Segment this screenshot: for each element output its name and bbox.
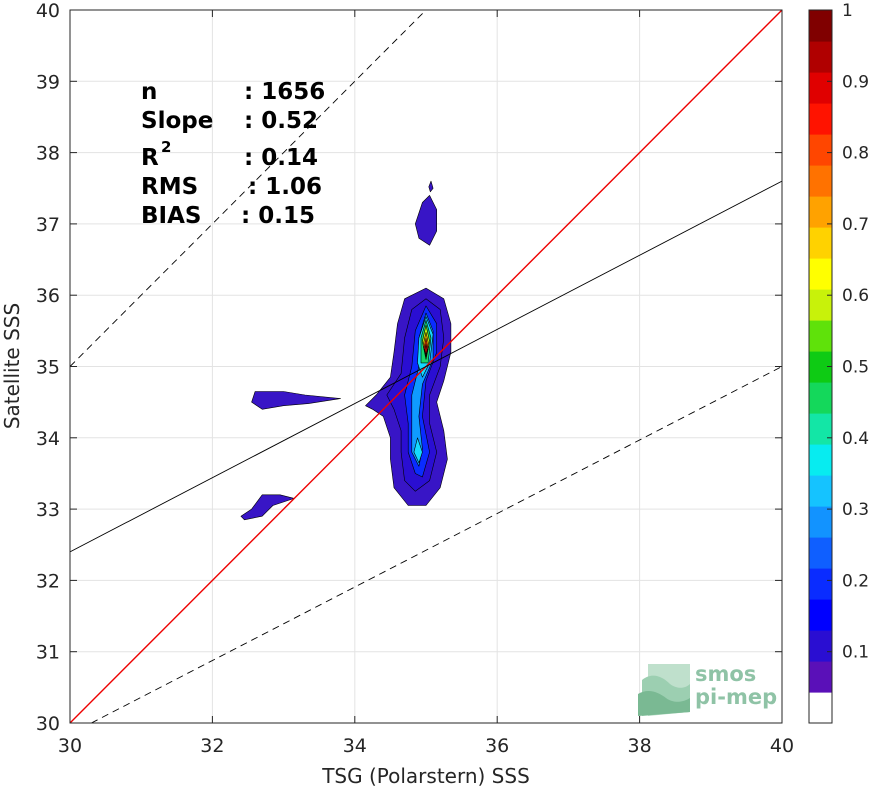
colorbar-segment xyxy=(809,41,832,73)
colorbar-segment xyxy=(809,103,832,135)
colorbar: 0.1 0.2 0.3 0.4 0.5 0.6 0.7 0.8 0.9 1 xyxy=(808,1,869,724)
colorbar-segment xyxy=(809,382,832,414)
logo-line1: smos xyxy=(695,662,756,686)
colorbar-segment xyxy=(809,413,832,445)
stat-r2-value: : 0.14 xyxy=(244,145,318,171)
colorbar-segment xyxy=(809,72,832,104)
colorbar-segment xyxy=(809,661,832,693)
colorbar-tick-label: 0.8 xyxy=(842,144,869,164)
y-tick-label: 33 xyxy=(36,499,60,521)
colorbar-segment xyxy=(809,444,832,476)
y-tick-label: 30 xyxy=(36,713,60,735)
colorbar-segments xyxy=(809,10,832,724)
lower-bound-line xyxy=(91,366,782,723)
fit-line xyxy=(70,180,782,553)
colorbar-segment xyxy=(809,506,832,538)
y-tick-label: 39 xyxy=(36,71,60,93)
colorbar-segment xyxy=(809,10,832,42)
contour-level-0.05 xyxy=(251,391,341,410)
colorbar-segment xyxy=(809,196,832,228)
colorbar-ticks: 0.1 0.2 0.3 0.4 0.5 0.6 0.7 0.8 0.9 1 xyxy=(827,1,869,663)
x-tick-label: 34 xyxy=(343,735,367,757)
colorbar-segment xyxy=(809,258,832,290)
x-tick-label: 32 xyxy=(200,735,224,757)
x-axis-title: TSG (Polarstern) SSS xyxy=(321,764,530,788)
stat-rms-label: RMS xyxy=(141,174,198,200)
x-tick-label: 38 xyxy=(628,735,652,757)
colorbar-tick-label: 1 xyxy=(842,1,853,21)
reference-lines xyxy=(70,10,782,723)
colorbar-tick-label: 0.9 xyxy=(842,72,869,92)
y-tick-label: 32 xyxy=(36,570,60,592)
contour-level-0.05 xyxy=(240,494,295,521)
colorbar-segment xyxy=(809,568,832,600)
x-tick-label: 30 xyxy=(58,735,82,757)
colorbar-tick-label: 0.6 xyxy=(842,286,869,306)
x-tick-label: 36 xyxy=(485,735,509,757)
statistics-box: n : 1656 Slope : 0.52 R 2 : 0.14 RMS : 1… xyxy=(141,79,325,229)
x-axis: 30 32 34 36 38 40 xyxy=(58,10,794,757)
colorbar-segment xyxy=(809,289,832,321)
contour-level-0.05 xyxy=(428,180,434,193)
colorbar-segment xyxy=(809,134,832,166)
y-tick-label: 37 xyxy=(36,214,60,236)
colorbar-tick-label: 0.2 xyxy=(842,571,869,591)
y-axis-title: Satellite SSS xyxy=(0,303,24,429)
stat-n-label: n xyxy=(141,79,157,105)
y-tick-label: 35 xyxy=(36,357,60,379)
stat-slope-value: : 0.52 xyxy=(244,108,318,134)
colorbar-segment xyxy=(809,475,832,507)
contour-level-0.4 xyxy=(413,437,423,464)
contour-level-0.05 xyxy=(414,195,438,246)
colorbar-tick-label: 0.1 xyxy=(842,643,869,663)
stat-bias-label: BIAS xyxy=(141,203,201,229)
y-axis: 30 31 32 33 34 35 36 37 38 39 40 xyxy=(36,0,782,735)
colorbar-tick-label: 0.7 xyxy=(842,215,869,235)
y-tick-label: 40 xyxy=(36,0,60,22)
stat-r2-superscript: 2 xyxy=(161,138,171,156)
smos-pi-mep-logo: smos pi-mep xyxy=(638,662,777,716)
colorbar-segment xyxy=(809,227,832,259)
colorbar-segment xyxy=(809,692,832,724)
colorbar-tick-label: 0.3 xyxy=(842,500,869,520)
x-tick-label: 40 xyxy=(770,735,794,757)
colorbar-segment xyxy=(809,599,832,631)
colorbar-segment xyxy=(809,165,832,197)
stat-r2-label: R xyxy=(141,145,159,171)
logo-line2: pi-mep xyxy=(695,685,777,709)
y-tick-label: 36 xyxy=(36,285,60,307)
stat-bias-value: : 0.15 xyxy=(241,203,315,229)
colorbar-segment xyxy=(809,320,832,352)
stat-n-value: : 1656 xyxy=(244,79,325,105)
logo-waves-icon xyxy=(638,664,690,716)
colorbar-tick-label: 0.5 xyxy=(842,358,869,378)
y-tick-label: 38 xyxy=(36,143,60,165)
colorbar-tick-label: 0.4 xyxy=(842,429,869,449)
contour-fill xyxy=(240,180,452,521)
colorbar-segment xyxy=(809,537,832,569)
colorbar-segment xyxy=(809,630,832,662)
colorbar-segment xyxy=(809,351,832,383)
y-tick-label: 34 xyxy=(36,428,60,450)
stat-slope-label: Slope xyxy=(141,108,213,134)
y-tick-label: 31 xyxy=(36,642,60,664)
contour-level-0.95 xyxy=(424,343,428,355)
stat-rms-value: : 1.06 xyxy=(248,174,322,200)
